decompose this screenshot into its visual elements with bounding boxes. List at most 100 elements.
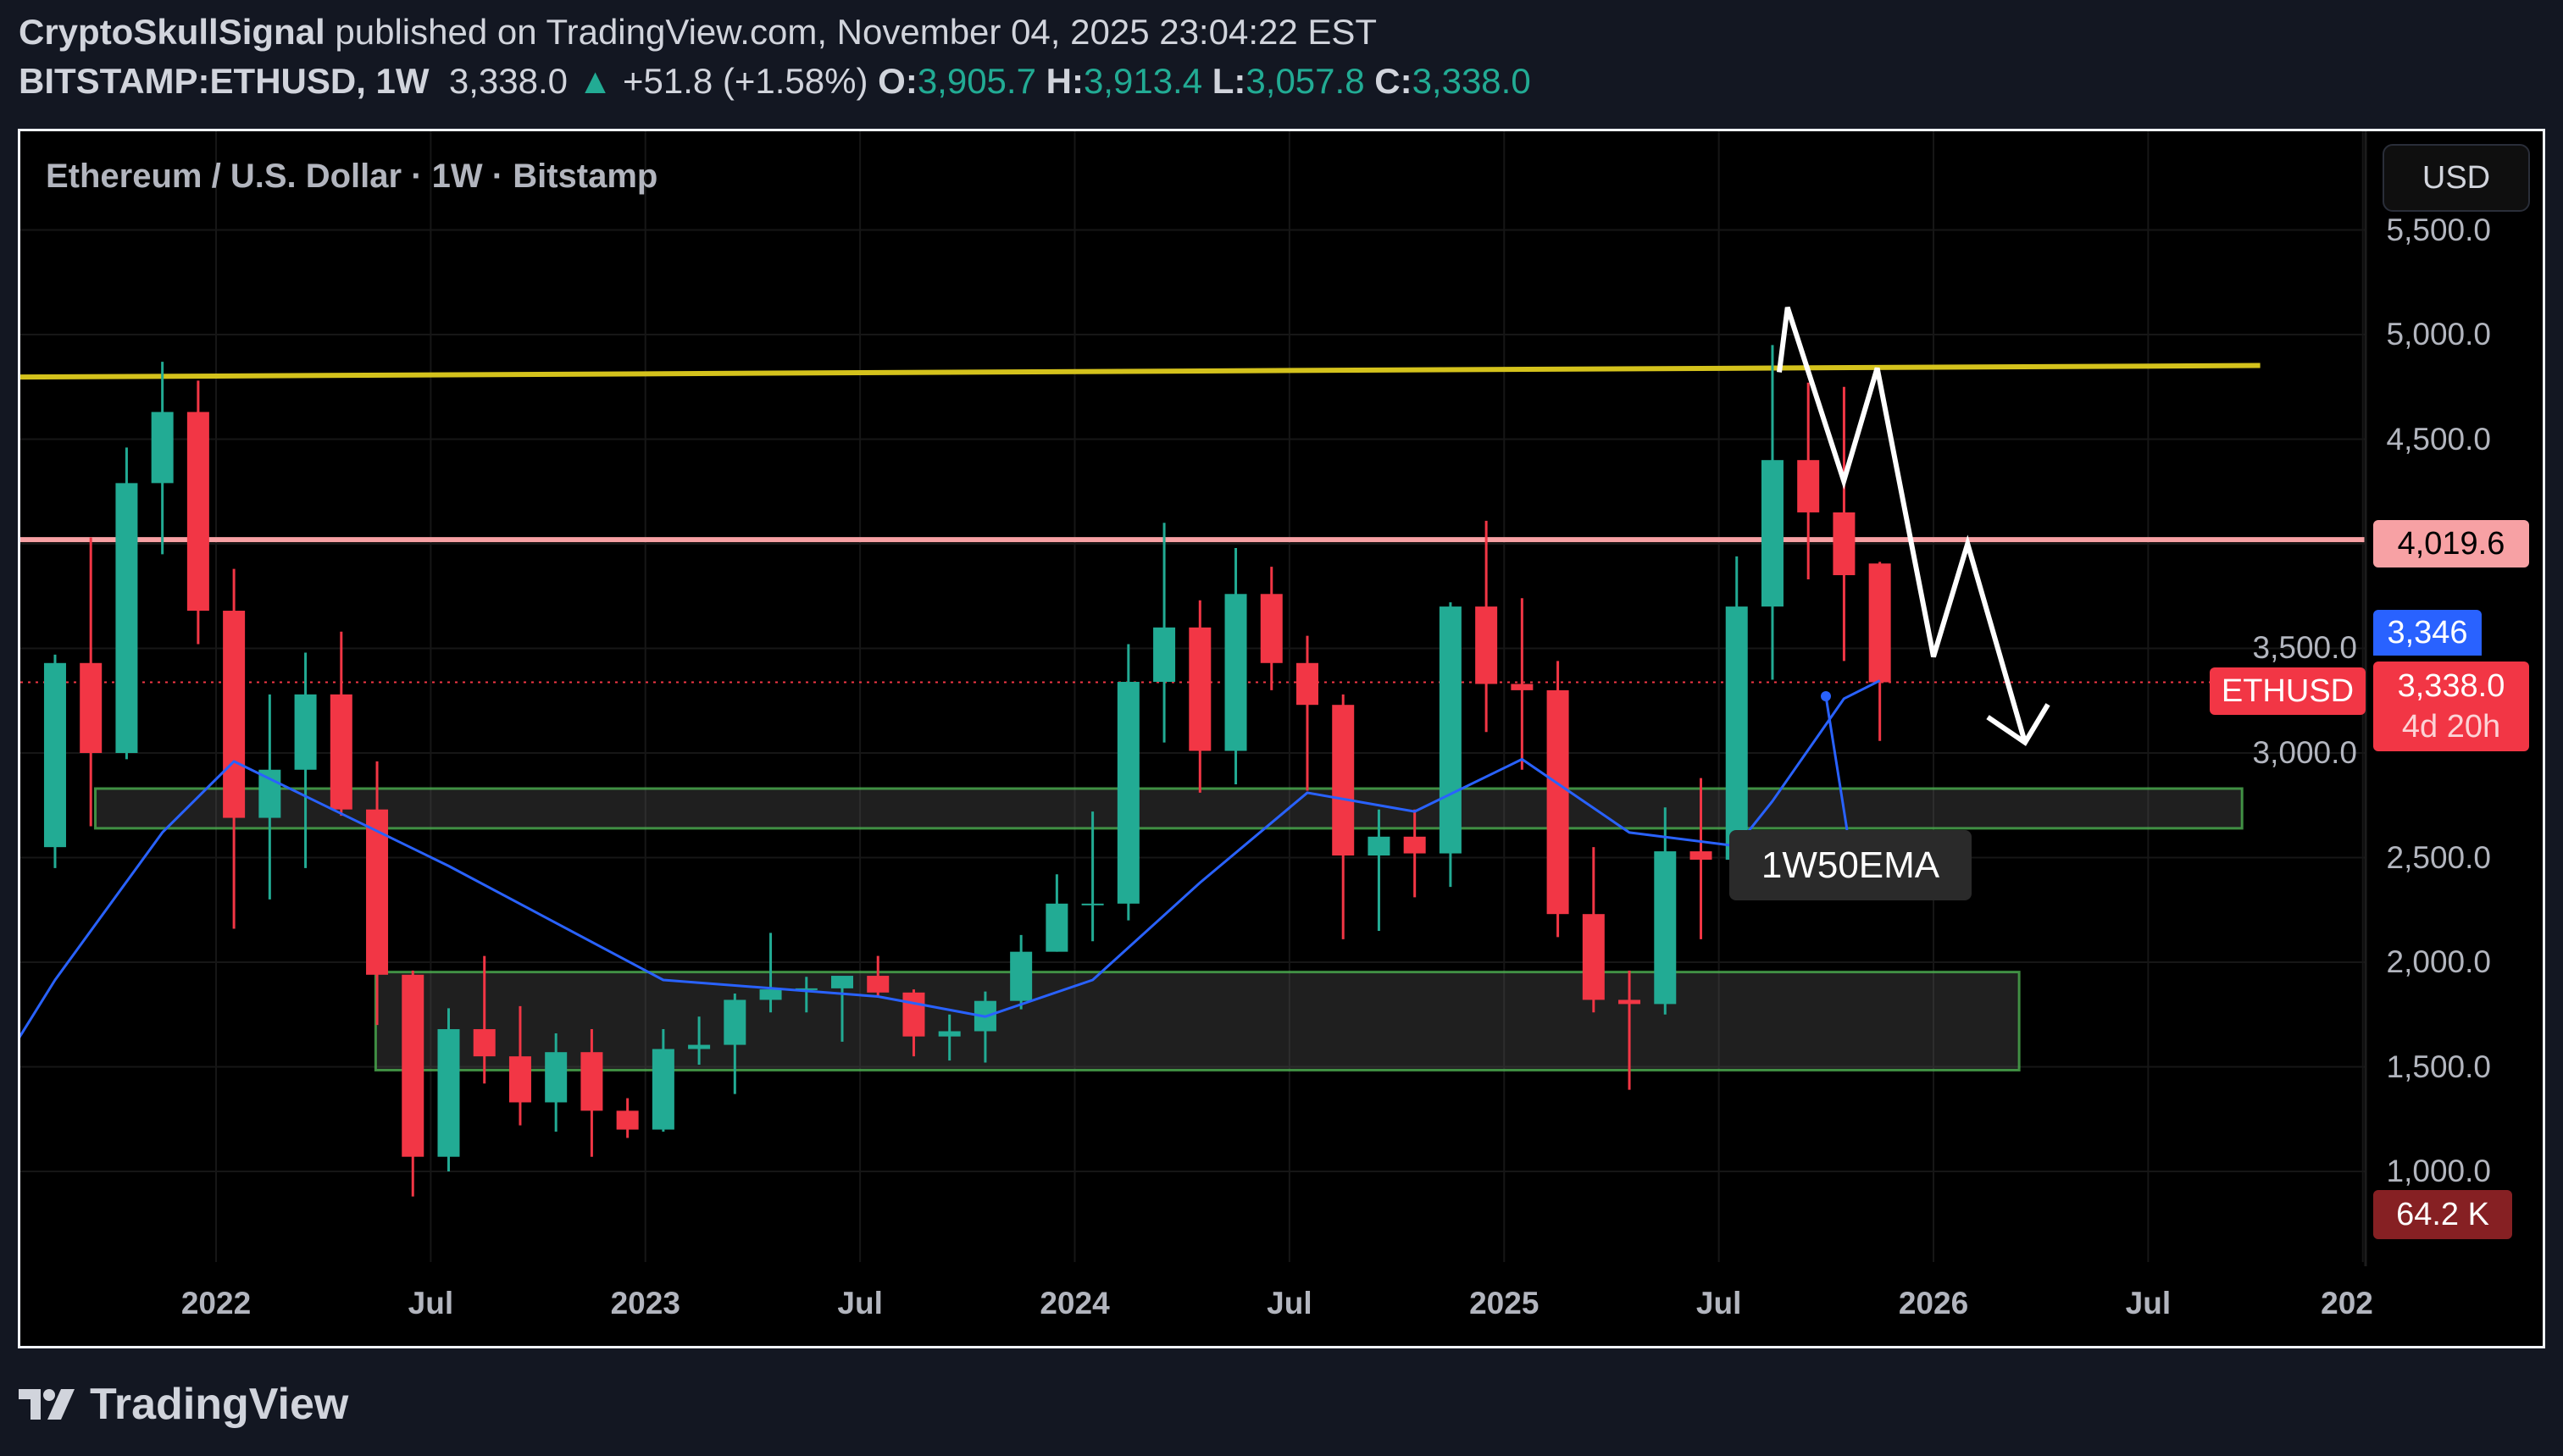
open-value: 3,905.7 <box>917 61 1036 101</box>
candle <box>902 989 925 1057</box>
candle-body <box>366 809 389 975</box>
candle-body <box>1546 689 1569 915</box>
candle <box>366 761 389 1026</box>
tradingview-logo-icon <box>19 1389 75 1420</box>
candle-body <box>1153 627 1176 683</box>
symbol-price-label: ETHUSD <box>2210 667 2366 715</box>
time-tick-label: Jul <box>1267 1286 1312 1320</box>
candle-body <box>294 694 317 770</box>
last-price-value: 3,338.0 <box>2397 668 2505 704</box>
close-value: 3,338.0 <box>1412 61 1531 101</box>
symbol: BITSTAMP:ETHUSD, 1W <box>19 61 430 101</box>
candle-body <box>831 976 854 988</box>
candle-body <box>1654 851 1677 1005</box>
candle-body <box>1868 563 1891 683</box>
candle-body <box>258 769 281 818</box>
last-price: 3,338.0 <box>448 61 569 101</box>
candle <box>1153 523 1176 743</box>
candle-body <box>1475 606 1498 684</box>
candle <box>508 1005 531 1126</box>
candle <box>724 994 746 1094</box>
candle-body <box>1332 705 1355 856</box>
up-triangle-icon: ▲ <box>577 61 613 101</box>
candle-body <box>186 412 209 612</box>
candle-body <box>1117 682 1140 904</box>
candle <box>330 631 352 817</box>
candle <box>437 1008 460 1171</box>
candle <box>1010 934 1033 1010</box>
candle <box>402 970 424 1197</box>
candle <box>545 1032 568 1132</box>
candle-body <box>867 976 890 993</box>
candle <box>1618 970 1641 1090</box>
candle <box>1046 874 1068 952</box>
candle-body <box>759 989 782 1000</box>
candle <box>1332 694 1355 939</box>
time-tick-label: Jul <box>837 1286 883 1320</box>
candle <box>1367 809 1390 931</box>
candle <box>1260 567 1283 690</box>
low-value: 3,057.8 <box>1245 61 1365 101</box>
candle-body <box>437 1029 460 1157</box>
candle-body <box>115 483 138 753</box>
candle <box>652 1029 674 1132</box>
candle-body <box>1260 594 1283 663</box>
candle-body <box>580 1052 603 1111</box>
candle-body <box>1797 460 1820 512</box>
candle-body <box>938 1031 961 1037</box>
support-zone <box>374 971 2021 1071</box>
candle <box>1689 778 1712 939</box>
grid <box>20 131 2366 1262</box>
candle-body <box>1224 594 1247 751</box>
candle <box>938 1014 961 1061</box>
candle <box>1582 847 1605 1013</box>
price-tick-label: 1,500.0 <box>2386 1049 2491 1084</box>
candle-body <box>1439 606 1462 854</box>
publish-text: published on TradingView.com, November 0… <box>335 12 1378 52</box>
candle <box>1081 811 1104 942</box>
ema-price-tag: 3,346 <box>2373 610 2482 656</box>
candle <box>795 977 818 1013</box>
candle <box>616 1098 639 1138</box>
tradingview-logo[interactable]: TradingView <box>19 1379 348 1430</box>
currency-button[interactable]: USD <box>2383 144 2530 212</box>
candle <box>258 694 281 900</box>
candle-body <box>795 988 818 990</box>
candle <box>1833 386 1856 662</box>
candle <box>1475 520 1498 733</box>
ema-annotation-pointer <box>1824 695 1849 831</box>
candle <box>580 1029 603 1157</box>
price-tick-label: 3,000.0 <box>2252 735 2357 770</box>
candle <box>43 654 66 868</box>
candle <box>1189 600 1212 793</box>
ema-annotation-label[interactable]: 1W50EMA <box>1729 830 1972 900</box>
candle-body <box>1010 951 1033 1001</box>
candle <box>1511 598 1534 770</box>
candle <box>1654 807 1677 1015</box>
candle <box>1546 661 1569 938</box>
plot-area <box>20 306 2366 1197</box>
candle <box>186 380 209 645</box>
time-tick-label: 2022 <box>180 1286 252 1320</box>
candle-body <box>1046 903 1068 952</box>
symbol-info: BITSTAMP:ETHUSD, 1W 3,338.0 ▲ +51.8 (+1.… <box>19 61 1531 102</box>
author-name[interactable]: CryptoSkullSignal <box>19 12 325 52</box>
candle-body <box>1582 914 1605 1000</box>
price-change: +51.8 (+1.58%) <box>622 61 868 101</box>
candle <box>1761 345 1784 680</box>
candle-body <box>688 1044 711 1049</box>
price-tick-label: 3,500.0 <box>2252 630 2357 665</box>
candle <box>1224 547 1247 785</box>
time-tick-label: Jul <box>408 1286 454 1320</box>
candle-body <box>402 974 424 1157</box>
candle-body <box>1833 512 1856 576</box>
bar-countdown: 4d 20h <box>2401 709 2501 745</box>
time-tick-label: Jul <box>1695 1286 1742 1320</box>
last-price-tag: 3,338.0 4d 20h <box>2373 662 2529 751</box>
price-tick-label: 5,500.0 <box>2386 212 2491 247</box>
candle-body <box>545 1052 568 1103</box>
candle <box>151 362 174 555</box>
candle-body <box>330 694 352 810</box>
candle-body <box>1761 460 1784 607</box>
